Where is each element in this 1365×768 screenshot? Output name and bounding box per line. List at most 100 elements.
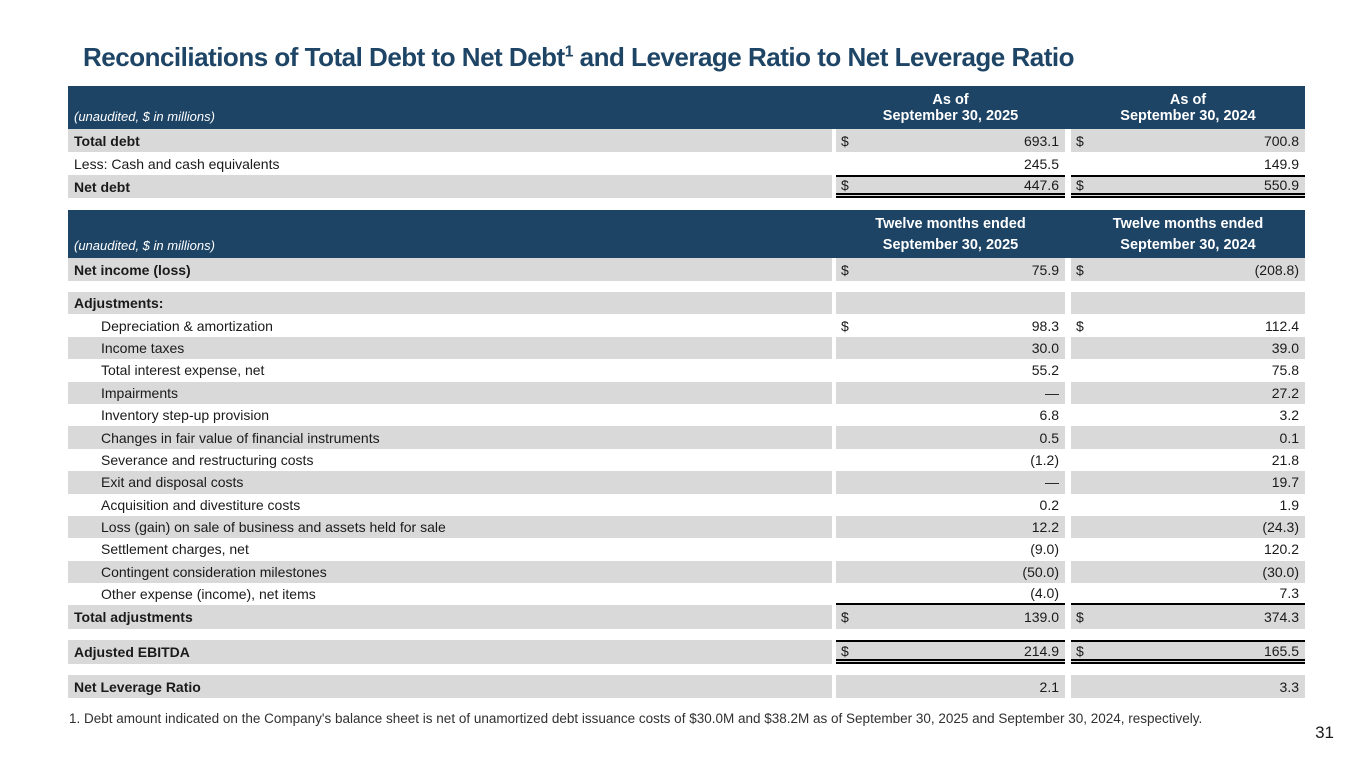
value-2025: $75.9: [836, 258, 1065, 281]
row-net-leverage-ratio: Net Leverage Ratio 2.1 3.3: [68, 675, 1305, 699]
value-2025: $693.1: [836, 129, 1065, 152]
row-severance-restructuring: Severance and restructuring costs (1.2) …: [68, 449, 1305, 471]
value-number: 98.3: [1031, 317, 1059, 334]
title-footnote-marker: 1: [564, 43, 574, 61]
value-number: (30.0): [1262, 563, 1299, 580]
row-other-expense-income: Other expense (income), net items (4.0) …: [68, 583, 1305, 606]
debt-table-header: (unaudited, $ in millions) As of Septemb…: [68, 86, 1305, 129]
value-2024: 7.3: [1071, 583, 1305, 606]
value-2025: 30.0: [836, 336, 1065, 360]
dollar-sign: $: [841, 261, 849, 278]
dollar-sign: $: [841, 132, 849, 149]
value-number: 0.2: [1039, 496, 1059, 513]
dollar-sign: $: [841, 177, 849, 193]
value-number: (24.3): [1262, 519, 1299, 536]
value-2024: 0.1: [1071, 426, 1305, 449]
row-income-taxes: Income taxes 30.0 39.0: [68, 336, 1305, 360]
row-label: Adjusted EBITDA: [68, 640, 832, 665]
value-number: (4.0): [1030, 585, 1059, 602]
debt-reconciliation-table: (unaudited, $ in millions) As of Septemb…: [68, 86, 1305, 198]
value-number: 374.3: [1263, 609, 1299, 626]
value-2024: $700.8: [1071, 129, 1305, 152]
value-number: 214.9: [1023, 642, 1059, 659]
dollar-sign: $: [1076, 317, 1084, 334]
value-number: 6.8: [1039, 407, 1059, 424]
value-number: 19.7: [1271, 474, 1299, 491]
value-2024: 149.9: [1071, 152, 1305, 175]
value-number: 7.3: [1279, 585, 1299, 602]
value-2024: 3.2: [1071, 404, 1305, 426]
value-2024: $550.9: [1071, 175, 1305, 198]
dollar-sign: $: [1076, 177, 1084, 193]
column-header-2025: Twelve months ended September 30, 2025: [836, 210, 1065, 258]
row-label: Net income (loss): [68, 258, 832, 281]
row-impairments: Impairments — 27.2: [68, 381, 1305, 404]
row-less-cash: Less: Cash and cash equivalents 245.5 14…: [68, 152, 1305, 175]
value-2024: $165.5: [1071, 640, 1305, 665]
value-2025: 245.5: [836, 152, 1065, 175]
row-contingent-consideration: Contingent consideration milestones (50.…: [68, 560, 1305, 584]
value-number: (9.0): [1030, 541, 1059, 558]
value-number: —: [1045, 474, 1059, 491]
column-header-line2: September 30, 2024: [1120, 237, 1256, 253]
page-number: 31: [1315, 723, 1334, 742]
value-number: 3.2: [1279, 407, 1299, 424]
value-2024: [1071, 292, 1305, 315]
value-number: 1.9: [1279, 496, 1299, 513]
value-number: 2.1: [1039, 678, 1059, 695]
row-label: Net Leverage Ratio: [68, 675, 832, 699]
column-header-2024: Twelve months ended September 30, 2024: [1071, 210, 1305, 258]
value-number: (1.2): [1030, 451, 1059, 468]
row-net-income: Net income (loss) $75.9 $ (208.8): [68, 258, 1305, 281]
value-2025: (9.0): [836, 538, 1065, 560]
dollar-sign: $: [1076, 609, 1084, 626]
value-number: 21.8: [1271, 451, 1299, 468]
value-2025: $139.0: [836, 605, 1065, 630]
row-label: Total debt: [68, 129, 832, 152]
value-2025: 0.5: [836, 426, 1065, 449]
row-interest-expense: Total interest expense, net 55.2 75.8: [68, 359, 1305, 381]
unaudited-label: (unaudited, $ in millions): [74, 109, 215, 124]
row-total-debt: Total debt $693.1 $700.8: [68, 129, 1305, 152]
row-settlement-charges: Settlement charges, net (9.0) 120.2: [68, 538, 1305, 560]
value-number: 139.0: [1023, 609, 1059, 626]
title-text: and Leverage Ratio to Net Leverage Ratio: [572, 42, 1075, 72]
row-adjusted-ebitda: Adjusted EBITDA $214.9 $165.5: [68, 640, 1305, 665]
value-2024: (30.0): [1071, 560, 1305, 584]
row-label: Contingent consideration milestones: [68, 560, 832, 584]
column-header-line1: As of: [932, 92, 969, 108]
row-exit-disposal: Exit and disposal costs — 19.7: [68, 471, 1305, 494]
row-label: Exit and disposal costs: [68, 471, 832, 494]
row-label: Acquisition and divestiture costs: [101, 496, 301, 513]
value-2024: 27.2: [1071, 381, 1305, 404]
footnote: 1. Debt amount indicated on the Company'…: [69, 711, 1203, 726]
dollar-sign: $: [841, 317, 849, 334]
row-label: Other expense (income), net items: [101, 586, 316, 603]
value-2024: $374.3: [1071, 605, 1305, 630]
value-number: 447.6: [1023, 177, 1059, 193]
row-label: Inventory step-up provision: [101, 407, 270, 424]
value-2025: —: [836, 381, 1065, 404]
value-2024: 39.0: [1071, 336, 1305, 360]
value-2025: 12.2: [836, 515, 1065, 539]
value-2024: (24.3): [1071, 515, 1305, 539]
section-gap: [68, 281, 1305, 292]
value-number: 3.3: [1279, 678, 1299, 695]
row-total-adjustments: Total adjustments $139.0 $374.3: [68, 605, 1305, 630]
row-label: Net debt: [68, 175, 832, 198]
row-label: Changes in fair value of financial instr…: [68, 426, 832, 449]
row-label: Total adjustments: [68, 605, 832, 630]
value-number: —: [1045, 384, 1059, 401]
value-number: 550.9: [1263, 177, 1299, 193]
value-2024: 75.8: [1071, 359, 1305, 381]
row-acquisition-divestiture: Acquisition and divestiture costs 0.2 1.…: [68, 494, 1305, 516]
value-number: 693.1: [1023, 132, 1059, 149]
value-number: 0.5: [1039, 429, 1059, 446]
dollar-sign: $: [1076, 132, 1084, 149]
row-label: Adjustments:: [68, 292, 832, 315]
value-number: 700.8: [1263, 132, 1299, 149]
value-2025: —: [836, 471, 1065, 494]
row-label: Settlement charges, net: [101, 541, 249, 558]
value-number: (50.0): [1022, 563, 1059, 580]
